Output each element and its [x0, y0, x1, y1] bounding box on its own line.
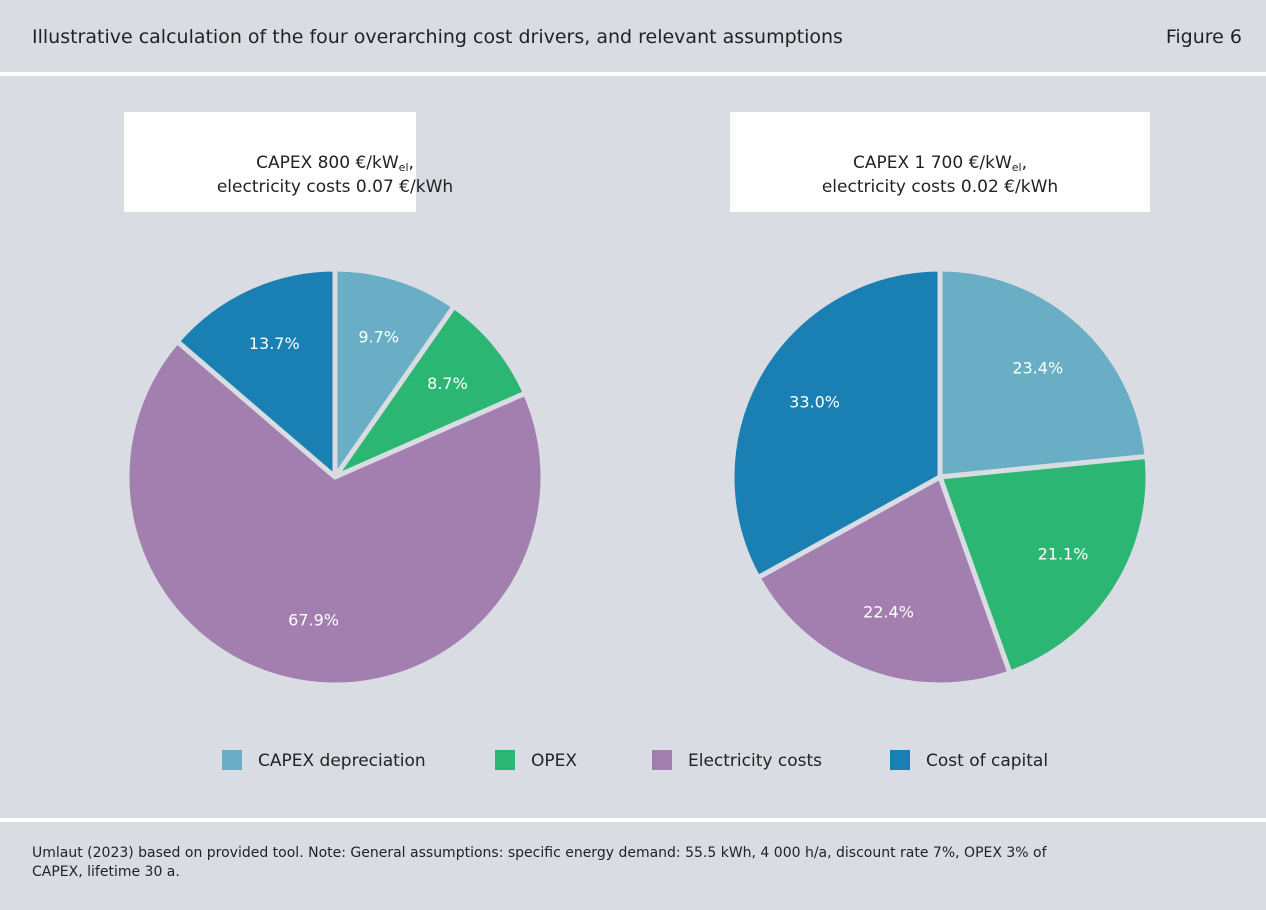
header-title: Illustrative calculation of the four ove…	[32, 26, 843, 48]
charts: CAPEX 800 €/kWel,electricity costs 0.07 …	[124, 112, 1151, 771]
chart-title-suffix: ,	[1022, 153, 1027, 173]
chart-subtitle: electricity costs 0.02 €/kWh	[822, 177, 1058, 197]
pie-slice	[124, 338, 546, 688]
chart-title-box	[124, 112, 416, 212]
legend-swatch	[890, 750, 910, 770]
slice-label: 23.4%	[1012, 359, 1063, 378]
legend-label: CAPEX depreciation	[258, 751, 426, 771]
slice-label: 8.7%	[427, 374, 468, 393]
pie-slice	[332, 303, 528, 480]
legend-label: OPEX	[531, 751, 577, 771]
chart-subtitle: electricity costs 0.07 €/kWh	[217, 177, 453, 197]
chart-title-main: CAPEX 800 €/kW	[256, 153, 399, 173]
legend-swatch	[652, 750, 672, 770]
slice-label: 22.4%	[863, 603, 914, 622]
slice-label: 9.7%	[358, 328, 399, 347]
legend-label: Electricity costs	[688, 751, 822, 771]
chart-title: CAPEX 800 €/kWel,	[256, 153, 414, 174]
footer: Umlaut (2023) based on provided tool. No…	[0, 818, 1266, 910]
pie-slice	[729, 266, 943, 581]
legend-label: Cost of capital	[926, 751, 1048, 771]
chart-title-subscript: el	[399, 161, 409, 174]
slice-label: 21.1%	[1038, 544, 1089, 563]
pie-slice	[755, 474, 1013, 688]
chart-title-suffix: ,	[409, 153, 414, 173]
slice-label: 67.9%	[288, 611, 339, 630]
pie-slice	[332, 266, 457, 480]
slice-label: 13.7%	[249, 334, 300, 353]
legend-swatch	[495, 750, 515, 770]
pie-slice	[937, 266, 1150, 480]
pie-slice	[174, 266, 338, 480]
slice-label: 33.0%	[789, 393, 840, 412]
legend-swatch	[222, 750, 242, 770]
source-note: Umlaut (2023) based on provided tool. No…	[32, 845, 1047, 880]
chart-title-main: CAPEX 1 700 €/kW	[853, 153, 1012, 173]
chart-title-box	[730, 112, 1150, 212]
chart-title-subscript: el	[1012, 161, 1022, 174]
chart-title: CAPEX 1 700 €/kWel,	[853, 153, 1027, 174]
header: Illustrative calculation of the four ove…	[0, 0, 1266, 76]
figure-number: Figure 6	[1165, 26, 1242, 48]
